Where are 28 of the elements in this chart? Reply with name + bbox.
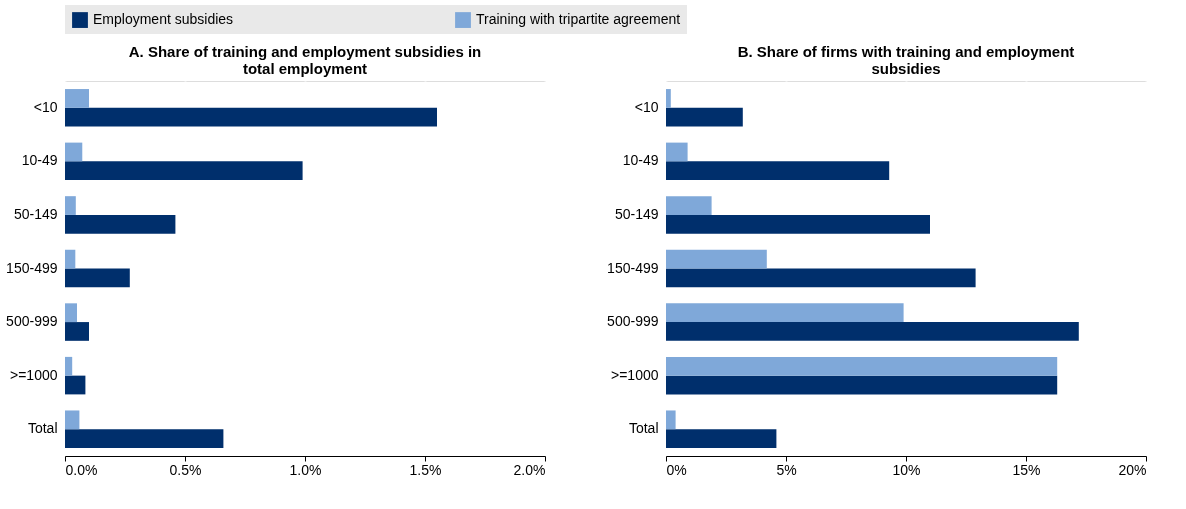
chart-title: A. Share of training and employment subsidies in total employment xyxy=(128,43,482,77)
x-tick-label: 1.5% xyxy=(409,461,442,478)
x-tick-label: 20% xyxy=(1118,461,1147,478)
y-tick-label: >=1000 xyxy=(10,366,58,383)
y-tick-label: 50-149 xyxy=(614,205,659,222)
y-tick-label: Total xyxy=(27,420,58,437)
x-tick-label: 10% xyxy=(892,461,921,478)
y-tick-label: <10 xyxy=(634,98,659,115)
y-tick-label: 150-499 xyxy=(607,259,659,276)
x-tick-label: 0.0% xyxy=(65,461,98,478)
legend-label: Training with tripartite agreement xyxy=(476,11,681,28)
y-tick-label: 10-49 xyxy=(622,152,659,169)
y-tick-label: 150-499 xyxy=(6,259,58,276)
x-tick-label: 2.0% xyxy=(513,461,546,478)
x-tick-label: 0% xyxy=(666,461,687,478)
y-tick-label: Total xyxy=(628,420,659,437)
legend-label: Employment subsidies xyxy=(93,11,234,28)
y-tick-label: 500-999 xyxy=(607,313,659,330)
x-tick-label: 0.5% xyxy=(169,461,202,478)
y-tick-label: 10-49 xyxy=(21,152,58,169)
y-tick-label: 500-999 xyxy=(6,313,58,330)
chart-title: B. Share of firms with training and employment subsidies xyxy=(737,43,1075,77)
y-tick-label: <10 xyxy=(33,98,58,115)
x-tick-label: 5% xyxy=(776,461,797,478)
y-tick-label: >=1000 xyxy=(611,366,659,383)
x-tick-label: 15% xyxy=(1012,461,1041,478)
y-tick-label: 50-149 xyxy=(13,205,58,222)
x-tick-label: 1.0% xyxy=(289,461,322,478)
